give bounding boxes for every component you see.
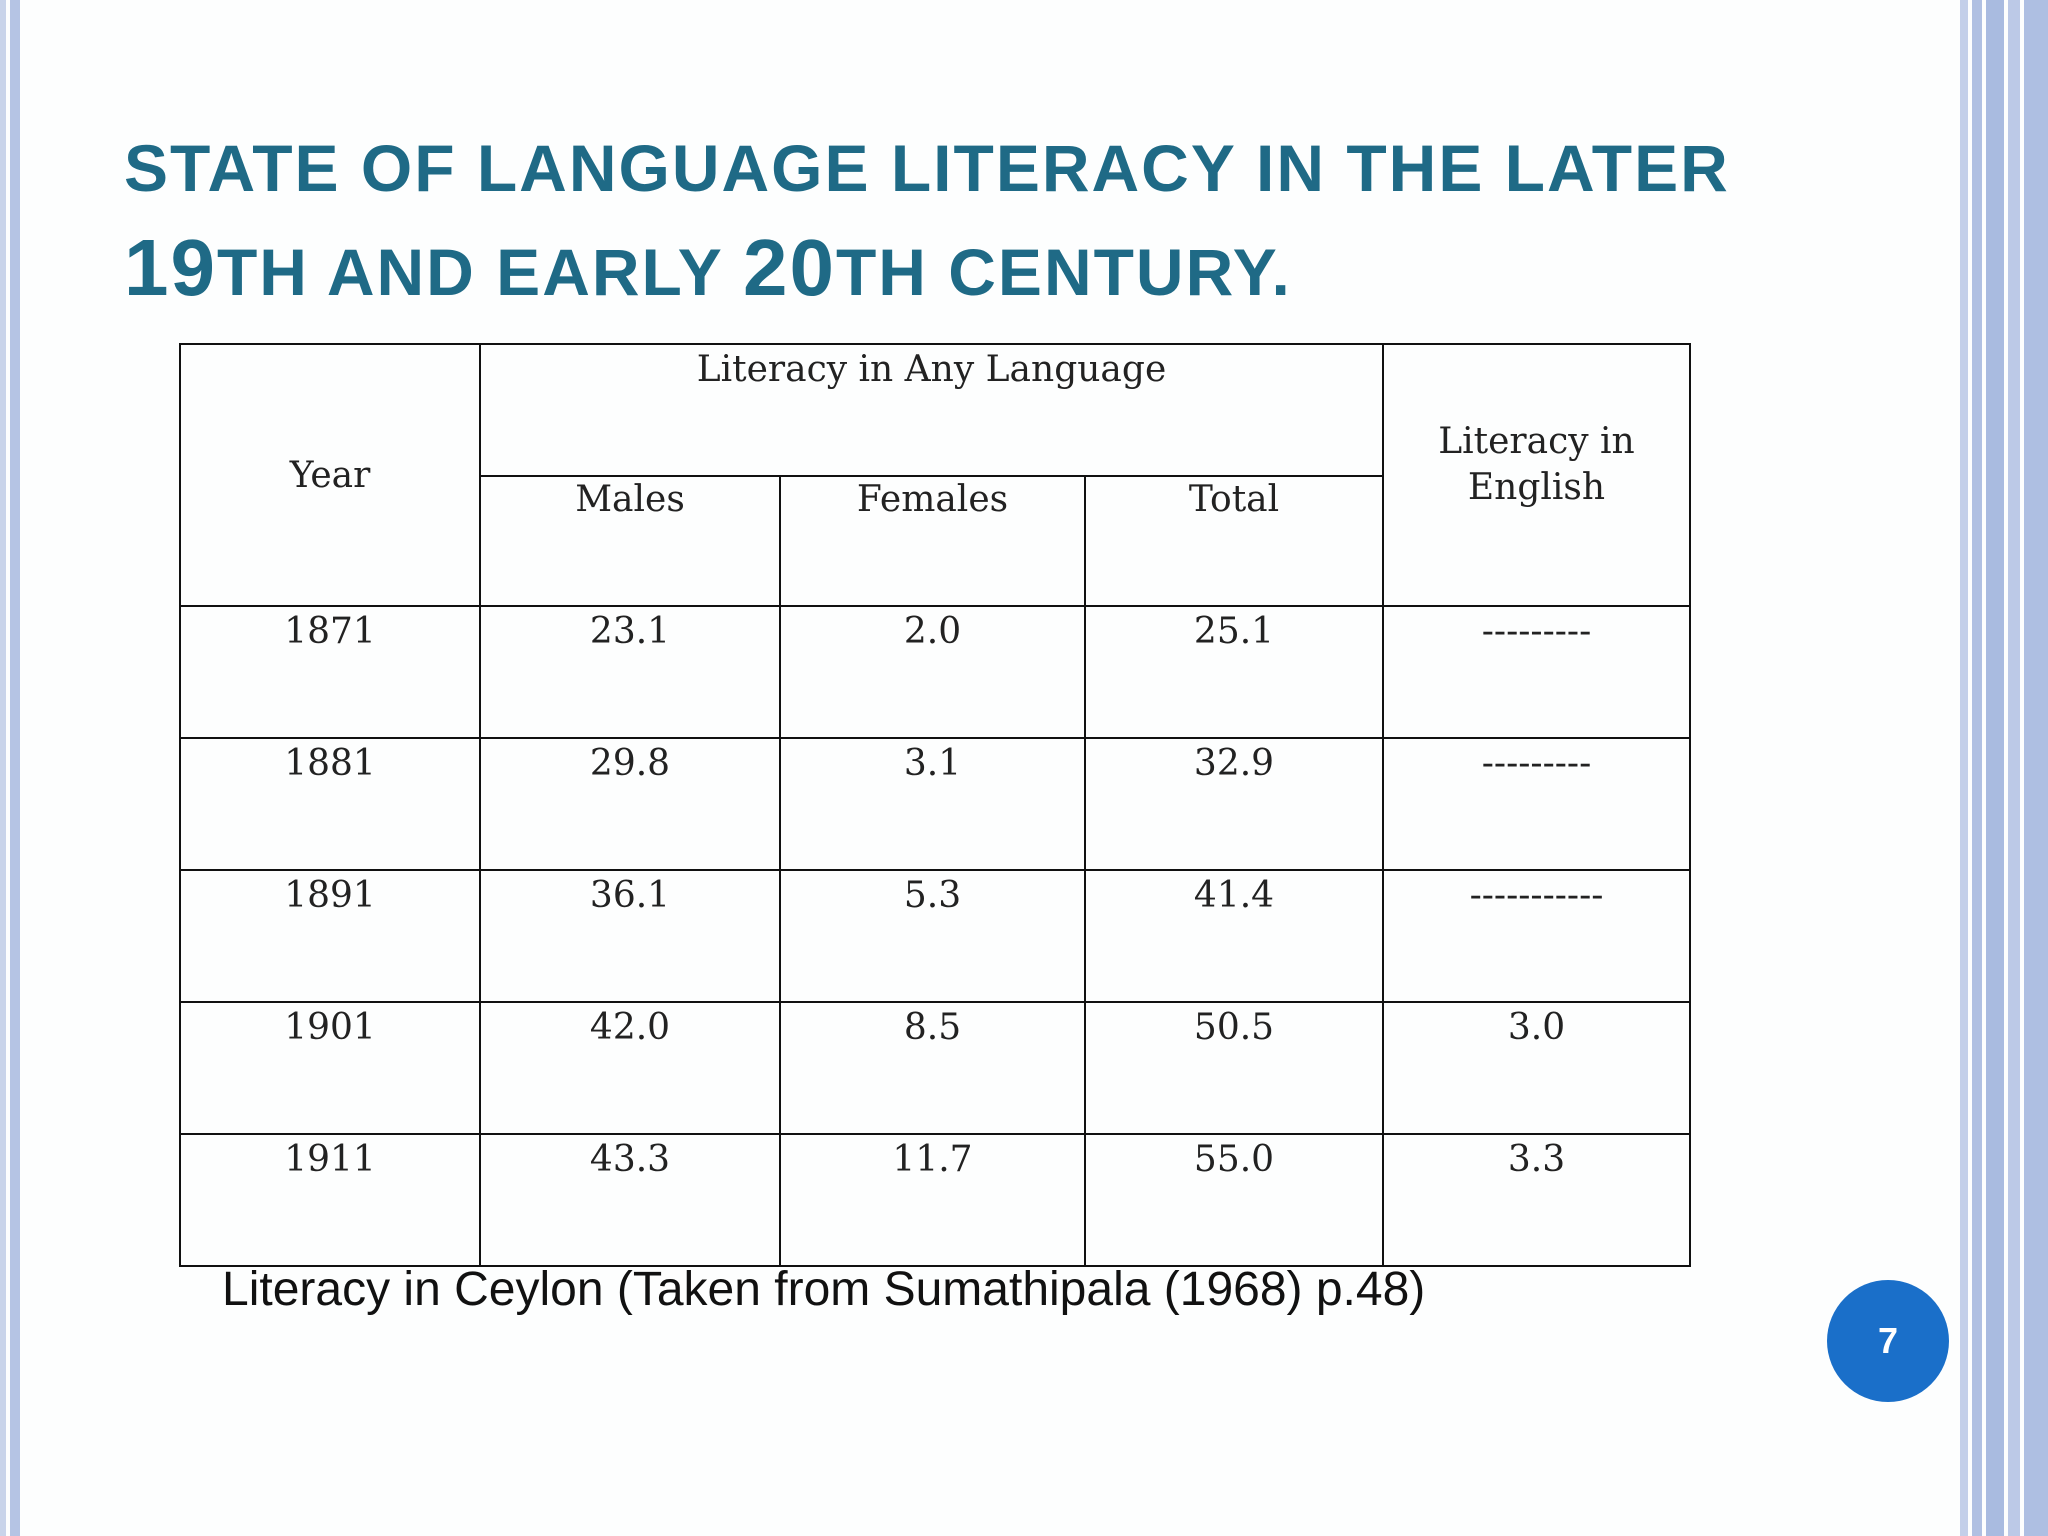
cell-total: 55.0 <box>1084 1133 1384 1267</box>
title-number-20: 20 <box>742 223 836 312</box>
cell-males: 36.1 <box>479 869 781 1003</box>
cell-total: 25.1 <box>1084 605 1384 739</box>
page-number: 7 <box>1877 1320 1899 1361</box>
right-decor-stripe <box>1972 0 1982 1536</box>
cell-year: 1871 <box>179 605 481 739</box>
cell-english: ----------- <box>1382 869 1691 1003</box>
title-number-19: 19 <box>124 223 217 312</box>
header-females: Females <box>779 475 1086 607</box>
right-decor-stripe <box>1960 0 1968 1536</box>
literacy-table: Year Literacy in Any Language Literacy i… <box>179 343 1691 1267</box>
title-line1: STATE OF LANGUAGE LITERACY IN THE LATER <box>124 131 1730 205</box>
table-row: 1911 43.3 11.7 55.0 3.3 <box>179 1133 1691 1267</box>
cell-total: 50.5 <box>1084 1001 1384 1135</box>
table-row: 1901 42.0 8.5 50.5 3.0 <box>179 1001 1691 1135</box>
left-decor-stripe <box>10 0 20 1536</box>
page-number-badge: 7 <box>1827 1280 1949 1402</box>
right-decor-stripe <box>1986 0 2004 1536</box>
header-literacy-english: Literacy in English <box>1382 343 1691 607</box>
cell-females: 3.1 <box>779 737 1086 871</box>
cell-total: 41.4 <box>1084 869 1384 1003</box>
table-row: 1891 36.1 5.3 41.4 ----------- <box>179 869 1691 1003</box>
header-english-line1: Literacy in <box>1438 421 1635 462</box>
header-literacy-any-language: Literacy in Any Language <box>479 343 1384 477</box>
cell-total: 32.9 <box>1084 737 1384 871</box>
header-males: Males <box>479 475 781 607</box>
cell-english: --------- <box>1382 605 1691 739</box>
title-segment: TH AND EARLY <box>216 235 743 309</box>
right-decor-stripe <box>2024 0 2048 1536</box>
header-year: Year <box>179 343 481 607</box>
title-segment: TH CENTURY. <box>835 235 1292 309</box>
cell-males: 42.0 <box>479 1001 781 1135</box>
cell-english: --------- <box>1382 737 1691 871</box>
cell-year: 1891 <box>179 869 481 1003</box>
slide-title: STATE OF LANGUAGE LITERACY IN THE LATER … <box>124 118 1804 322</box>
cell-english: 3.0 <box>1382 1001 1691 1135</box>
right-decor-stripe <box>2008 0 2020 1536</box>
cell-females: 5.3 <box>779 869 1086 1003</box>
cell-year: 1881 <box>179 737 481 871</box>
cell-females: 11.7 <box>779 1133 1086 1267</box>
cell-english: 3.3 <box>1382 1133 1691 1267</box>
cell-males: 23.1 <box>479 605 781 739</box>
header-total: Total <box>1084 475 1384 607</box>
cell-year: 1911 <box>179 1133 481 1267</box>
cell-males: 29.8 <box>479 737 781 871</box>
left-decor-stripe <box>0 0 6 1536</box>
cell-females: 8.5 <box>779 1001 1086 1135</box>
header-english-line2: English <box>1467 467 1606 508</box>
table-caption: Literacy in Ceylon (Taken from Sumathipa… <box>222 1263 1426 1316</box>
cell-females: 2.0 <box>779 605 1086 739</box>
table-row: 1871 23.1 2.0 25.1 --------- <box>179 605 1691 739</box>
cell-males: 43.3 <box>479 1133 781 1267</box>
table-row: 1881 29.8 3.1 32.9 --------- <box>179 737 1691 871</box>
cell-year: 1901 <box>179 1001 481 1135</box>
